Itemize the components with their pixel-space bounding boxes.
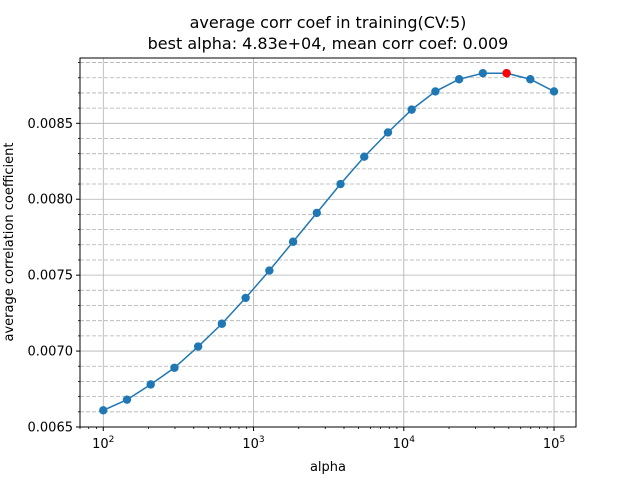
data-point — [146, 380, 155, 389]
x-tick-label: 105 — [543, 435, 565, 452]
axes: 0.0065 0.0070 0.0075 0.0080 0.0085 102 103 104 1… — [28, 62, 565, 452]
grid — [80, 58, 576, 428]
data-point — [336, 179, 345, 189]
chart-subtitle: best alpha: 4.83e+04, mean corr coef: 0.… — [148, 34, 509, 53]
data-point — [288, 237, 298, 246]
data-points — [99, 68, 559, 415]
data-point — [193, 342, 203, 351]
y-tick-label: 0.0065 — [28, 421, 74, 436]
series-line-path — [102, 72, 555, 411]
data-point — [549, 87, 559, 96]
data-point — [407, 105, 416, 114]
y-axis-label: average correlation coefficient — [2, 143, 17, 342]
data-point — [360, 152, 369, 161]
chart-title: average corr coef in training(CV:5) — [190, 13, 467, 32]
data-point — [383, 128, 393, 137]
y-tick-label: 0.0085 — [28, 117, 74, 132]
x-tick-label: 102 — [92, 435, 114, 452]
best-alpha-point — [502, 68, 511, 78]
plot-frame — [79, 57, 577, 428]
data-point — [312, 208, 321, 218]
series-line — [102, 72, 555, 411]
data-point — [526, 75, 535, 84]
data-point — [99, 406, 108, 415]
y-tick-label: 0.0080 — [28, 193, 74, 208]
y-tick-label: 0.0075 — [28, 269, 74, 284]
x-tick-label: 104 — [393, 435, 416, 452]
data-point — [217, 319, 227, 328]
data-point — [170, 363, 179, 372]
data-point — [265, 266, 274, 275]
data-point — [431, 87, 440, 96]
data-point — [454, 75, 464, 84]
data-point — [241, 293, 250, 303]
x-tick-label: 103 — [242, 435, 264, 452]
data-point — [122, 395, 132, 404]
x-axis-label: alpha — [310, 460, 346, 475]
y-tick-label: 0.0070 — [28, 345, 74, 360]
data-point — [478, 68, 488, 78]
